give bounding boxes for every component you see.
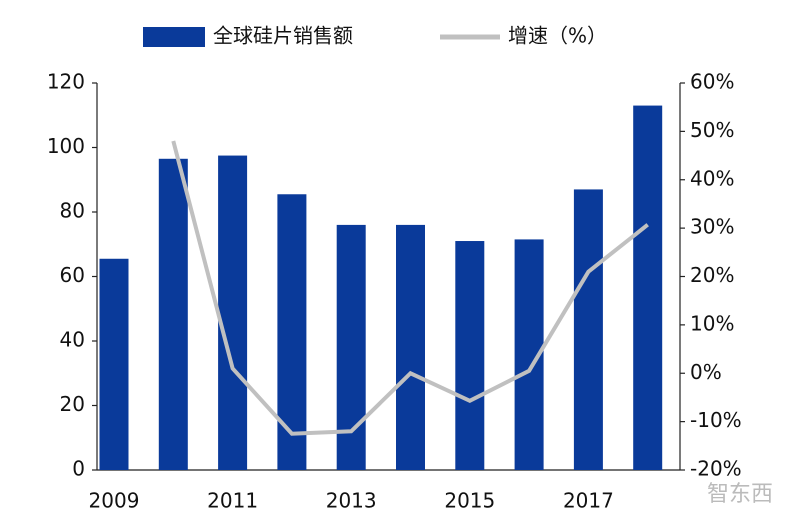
bar	[396, 224, 425, 470]
bar	[455, 241, 485, 470]
y-tick-label: 60	[60, 263, 85, 287]
bar	[573, 189, 603, 471]
y-tick-label: 20	[60, 392, 85, 416]
x-tick-label: 2015	[444, 489, 495, 513]
y-tick-label: 40	[60, 328, 85, 352]
bar	[218, 155, 248, 470]
bar	[277, 194, 307, 470]
y2-tick-label: -20%	[690, 457, 742, 481]
x-tick-label: 2011	[207, 489, 258, 513]
y2-tick-label: 50%	[690, 118, 734, 142]
y2-tick-label: -10%	[690, 408, 742, 432]
y-tick-label: 80	[60, 199, 85, 223]
y2-tick-label: 10%	[690, 311, 734, 335]
legend-swatch	[143, 27, 205, 47]
x-tick-label: 2017	[563, 489, 614, 513]
legend-label: 全球硅片销售额	[213, 24, 353, 48]
y2-tick-label: 30%	[690, 215, 734, 239]
bar	[633, 105, 663, 470]
y2-tick-label: 0%	[690, 360, 722, 384]
watermark: 智东西	[707, 482, 773, 507]
y-tick-label: 100	[47, 134, 85, 158]
y-tick-label: 0	[72, 457, 85, 481]
y2-tick-label: 60%	[690, 70, 734, 94]
line	[171, 140, 649, 436]
y-tick-label: 120	[47, 70, 85, 94]
x-tick-label: 2013	[326, 489, 377, 513]
y2-tick-label: 40%	[690, 166, 734, 190]
x-tick-label: 2009	[89, 489, 140, 513]
bar	[99, 258, 129, 470]
legend-label: 增速（%）	[508, 24, 607, 48]
y2-tick-label: 20%	[690, 263, 734, 287]
bar	[158, 158, 188, 470]
